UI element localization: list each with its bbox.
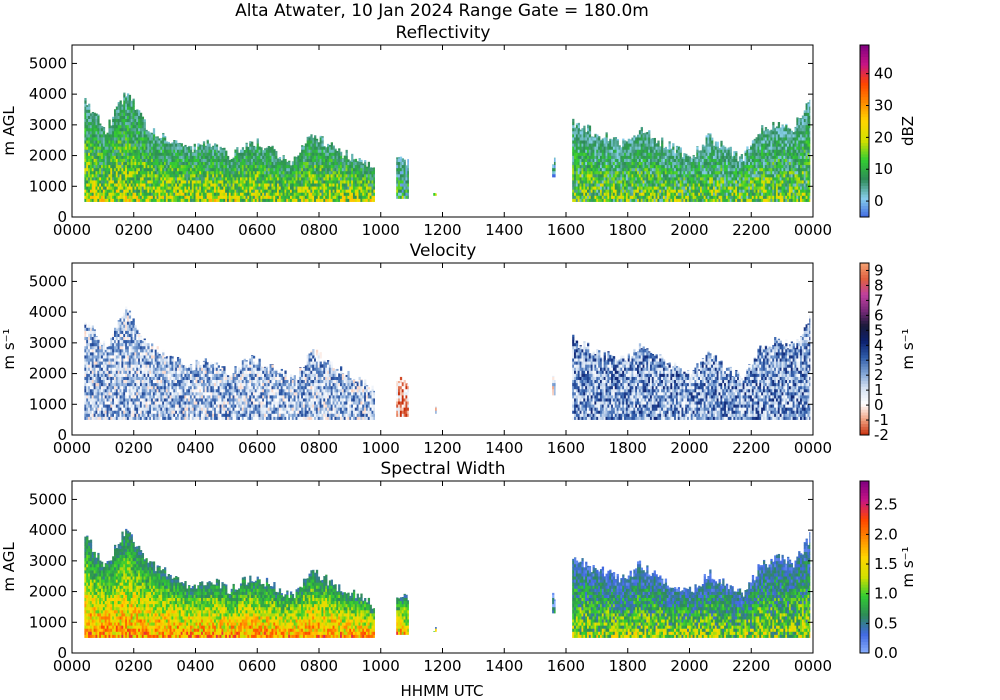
heatmap-cell: [181, 143, 183, 144]
heatmap-cell: [246, 143, 248, 146]
heatmap-cell: [194, 146, 196, 149]
heatmap-cell: [288, 162, 290, 165]
heatmap-cell: [168, 142, 170, 144]
heatmap-cell: [97, 116, 99, 119]
heatmap-cell: [164, 137, 166, 140]
heatmap-cell: [242, 147, 244, 150]
heatmap-cell: [123, 93, 125, 95]
heatmap-cell: [103, 131, 105, 134]
heatmap-cells: [84, 93, 810, 202]
heatmap-cell: [321, 140, 323, 143]
heatmap-cell: [271, 146, 273, 147]
heatmap-cell: [225, 153, 227, 156]
heatmap-cell: [251, 142, 253, 144]
heatmap-cell: [133, 103, 135, 106]
heatmap-cell: [321, 137, 323, 140]
heatmap-cell: [108, 120, 110, 123]
heatmap-cell: [103, 128, 105, 131]
heatmap-cell: [144, 119, 146, 122]
heatmap-cell: [129, 97, 131, 100]
heatmap-cell: [246, 143, 248, 144]
heatmap-cell: [136, 109, 138, 110]
heatmap-cell: [257, 143, 259, 146]
data-segment-0: [84, 93, 375, 202]
heatmap-cell: [133, 99, 135, 101]
heatmap-cell: [144, 125, 146, 128]
heatmap-cell: [257, 140, 259, 143]
heatmap-cell: [120, 100, 122, 103]
radar-figure: Alta Atwater, 10 Jan 2024 Range Gate = 1…: [0, 0, 1000, 700]
heatmap-cell: [223, 148, 225, 150]
heatmap-cell: [284, 159, 286, 162]
heatmap-cell: [138, 110, 140, 113]
heatmap-cell: [207, 140, 209, 143]
heatmap-cell: [97, 115, 99, 116]
heatmap-cell: [316, 139, 318, 141]
heatmap-cell: [279, 157, 281, 159]
heatmap-cell: [157, 136, 159, 137]
heatmap-cell: [144, 122, 146, 125]
heatmap-cell: [275, 151, 277, 153]
heatmap-cell: [208, 144, 210, 147]
heatmap-cell: [99, 124, 101, 126]
heatmap-cell: [153, 128, 155, 131]
heatmap-cell: [88, 106, 90, 109]
heatmap-cell: [273, 149, 275, 150]
heatmap-cell: [84, 98, 86, 101]
heatmap-cell: [227, 156, 229, 159]
heatmap-cell: [283, 155, 285, 156]
heatmap-cell: [260, 147, 262, 149]
heatmap-cell: [310, 134, 312, 137]
heatmap-cell: [190, 146, 192, 147]
heatmap-cell: [194, 144, 196, 147]
heatmap-cell: [184, 145, 186, 147]
heatmap-cell: [314, 135, 316, 137]
heatmap-cell: [207, 140, 209, 141]
heatmap-cell: [288, 161, 290, 162]
heatmap-cell: [140, 113, 142, 116]
heatmap-cell: [88, 104, 90, 107]
heatmap-cell: [103, 127, 105, 128]
heatmap-cell: [153, 131, 155, 134]
heatmap-cell: [216, 146, 218, 149]
heatmap-cell: [190, 149, 192, 152]
heatmap-cell: [216, 144, 218, 146]
heatmap-cell: [162, 133, 164, 134]
heatmap-cell: [283, 156, 285, 159]
heatmap-cell: [108, 122, 110, 125]
heatmap-cell: [142, 117, 144, 119]
heatmap-cell: [203, 141, 205, 143]
x-axis-label: HHMM UTC: [401, 682, 484, 700]
heatmap-cell: [236, 149, 238, 152]
heatmap-cell: [321, 136, 323, 137]
heatmap-cell: [88, 110, 90, 113]
heatmap-cell: [133, 100, 135, 103]
heatmap-cell: [145, 130, 147, 131]
heatmap-cell: [257, 138, 259, 140]
heatmap-cell: [236, 147, 238, 150]
heatmap-cell: [127, 93, 129, 94]
heatmap-cell: [268, 146, 270, 147]
heatmap-cell: [225, 151, 227, 153]
heatmap-cell: [97, 119, 99, 122]
heatmap-cell: [84, 100, 86, 103]
heatmap-cell: [253, 146, 255, 147]
heatmap-cell: [164, 136, 166, 137]
heatmap-cell: [129, 95, 131, 98]
figure-title: Alta Atwater, 10 Jan 2024 Range Gate = 1…: [235, 1, 649, 21]
heatmap-cell: [275, 153, 277, 156]
heatmap-cell: [133, 106, 135, 109]
